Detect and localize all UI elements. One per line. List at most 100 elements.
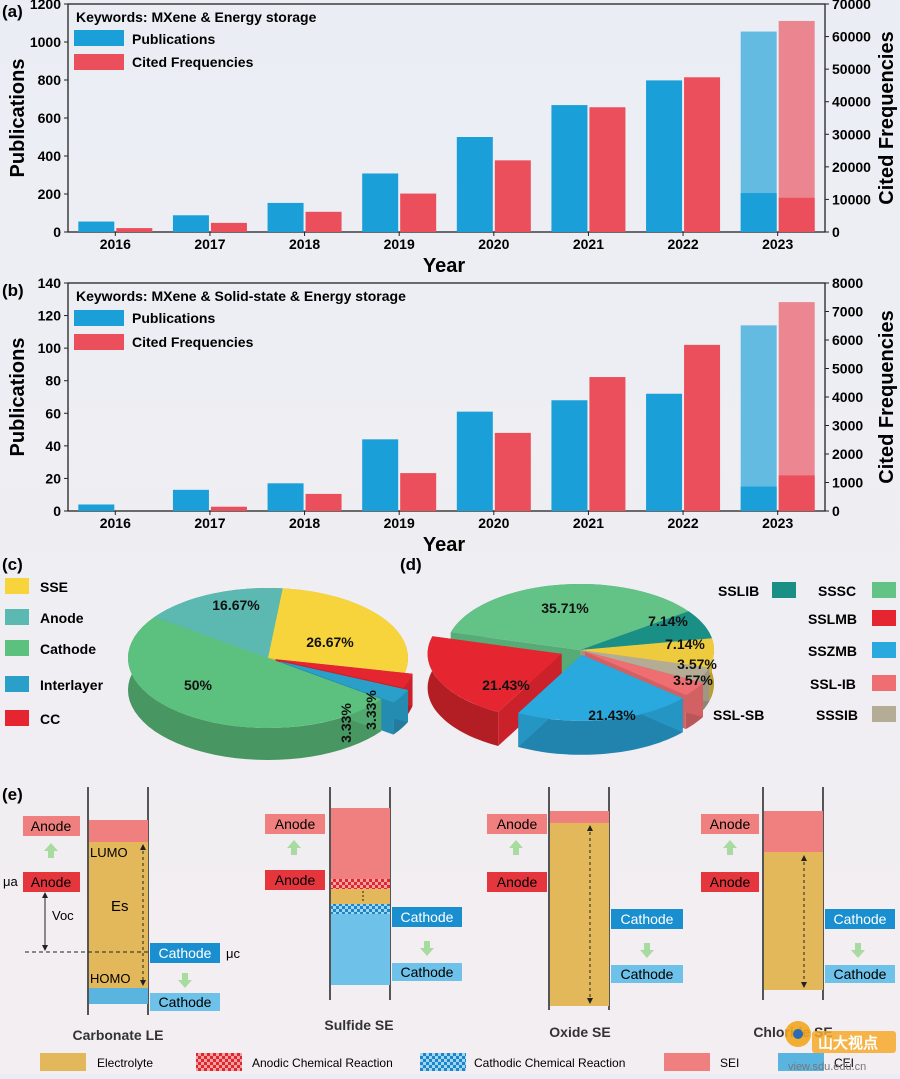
svg-text:Electrolyte: Electrolyte (97, 1056, 153, 1070)
legend-ssl-ib: SSL-IB (810, 675, 896, 692)
svg-text:SSLIB: SSLIB (718, 583, 759, 599)
panel-b-y2label: Cited Frequencies (876, 310, 898, 483)
pie-c-slices: 26.67% 3.33% 3.33% 50% 16.67% (128, 588, 413, 760)
xtick-2017: 2017 (194, 515, 225, 531)
xtick-2022: 2022 (667, 515, 698, 531)
legend-sslib: SSLIB (718, 582, 796, 599)
xtick-2023: 2023 (762, 236, 793, 252)
mu-a-label: μa (3, 874, 18, 889)
arrow-up-icon (44, 843, 58, 858)
legend-sssib: SSSIB (816, 706, 896, 723)
pie-d-slices: 7.14% 7.14% 3.57%3.57% 21.43% 21.43% 35.71% (427, 584, 717, 755)
svg-text:Anode: Anode (40, 610, 84, 626)
bar-publications-2021 (551, 105, 588, 232)
bar-cited-2020 (494, 160, 531, 232)
anode-top-label: Anode (31, 818, 72, 834)
bar-cited-2020 (494, 432, 531, 511)
y2tick-8000: 8000 (832, 275, 863, 291)
svg-text:Cathode: Cathode (401, 964, 454, 980)
bar-publications-2023-partial (740, 193, 777, 232)
svg-text:Anodic Chemical Reaction: Anodic Chemical Reaction (252, 1056, 393, 1070)
pie-label-SSLMB: 21.43% (482, 677, 530, 693)
svg-text:Anode: Anode (497, 816, 538, 832)
bar-publications-2020 (456, 411, 493, 511)
bar-publications-2017 (172, 215, 209, 232)
svg-text:Anode: Anode (497, 874, 538, 890)
bar-publications-2023 (740, 325, 777, 511)
panel-b-ylabel: Publications (7, 338, 29, 457)
title-sulfide-se: Sulfide SE (324, 1017, 393, 1033)
title-oxide-se: Oxide SE (549, 1024, 610, 1040)
legend-cathode: Cathode (5, 640, 96, 657)
panel-a-y2label: Cited Frequencies (876, 31, 898, 204)
svg-text:Interlayer: Interlayer (40, 677, 104, 693)
pie-side-SSZMB (518, 698, 683, 755)
legend-cited-label: Cited Frequencies (132, 54, 254, 70)
mu-c-label: μc (226, 946, 240, 961)
bar-publications-2018 (267, 202, 304, 232)
pie-slice-SSLIB (580, 611, 712, 650)
ytick-140: 140 (38, 275, 62, 291)
svg-text:view.sdu.edu.cn: view.sdu.edu.cn (788, 1061, 866, 1073)
arrow-down-icon (640, 943, 654, 958)
pie-label-SSSIB: 7.14% (665, 636, 705, 652)
panel-b-ticks: 2016 2017 2018 2019 2020 2021 2022 2023 0 20 40 60 8… (38, 275, 864, 531)
diagram-chloride-se: Anode Anode Cathode Cathode Chloride SE (701, 787, 895, 1040)
xtick-2021: 2021 (573, 236, 604, 252)
legend-sslmb: SSLMB (808, 610, 896, 627)
svg-text:SSLMB: SSLMB (808, 611, 857, 627)
bar-cited-2018 (305, 211, 342, 232)
ytick-600: 600 (38, 110, 62, 126)
xtick-2021: 2021 (573, 515, 604, 531)
bar-publications-2022 (646, 80, 683, 232)
bar-publications-2023-partial (740, 486, 777, 511)
svg-text:SSSIB: SSSIB (816, 707, 858, 723)
legend-ssl-sb: SSL-SB (713, 707, 764, 723)
watermark: 山大视点 view.sdu.edu.cn (785, 1021, 896, 1073)
bar-publications-2017 (172, 489, 209, 511)
y2tick-5000: 5000 (832, 361, 863, 377)
bar-publications-2020 (456, 137, 493, 232)
pie-slice-Anode (154, 588, 283, 658)
panel-e-legend: Electrolyte Anodic Chemical Reaction Cat… (40, 1053, 854, 1071)
svg-text:SSSC: SSSC (818, 583, 856, 599)
bar-publications-2018 (267, 483, 304, 511)
legend-cited-label-b: Cited Frequencies (132, 334, 254, 350)
panel-a-ticks: 2016 2017 2018 2019 2020 2021 2022 2023 0 200 400 6… (30, 0, 871, 252)
panel-d-label: (d) (400, 555, 422, 574)
legend-publications-swatch-b (74, 310, 124, 326)
bar-cited-2017 (210, 506, 247, 511)
xtick-2016: 2016 (100, 515, 131, 531)
y2tick-40000: 40000 (832, 94, 871, 110)
pie-slice-SSL-IB (584, 651, 703, 696)
svg-text:Cathode: Cathode (621, 911, 674, 927)
bar-publications-2019 (362, 439, 399, 511)
pie-slice-Interlayer (280, 661, 409, 703)
ytick-1200: 1200 (30, 0, 61, 12)
y2tick-20000: 20000 (832, 159, 871, 175)
pie-slice-SSL-SB (580, 650, 710, 682)
anode-label: Anode (31, 874, 72, 890)
ytick-0: 0 (53, 224, 61, 240)
xtick-2018: 2018 (289, 236, 320, 252)
panel-a-bars (78, 20, 815, 233)
svg-text:CEI: CEI (834, 1056, 854, 1070)
ytick-120: 120 (38, 308, 62, 324)
panel-b-label: (b) (2, 281, 24, 300)
pie-label-SSL-SB: 3.57% (677, 656, 717, 672)
y2tick-2000: 2000 (832, 446, 863, 462)
bar-publications-2022 (646, 393, 683, 511)
diagram-carbonate-le: LUMO Es HOMO Anode Anode μa Voc Cathode … (3, 787, 240, 1043)
legend-publications-label-b: Publications (132, 310, 215, 326)
bar-publications-2021 (551, 400, 588, 511)
xtick-2019: 2019 (384, 515, 415, 531)
svg-text:SSZMB: SSZMB (808, 643, 857, 659)
y2tick-10000: 10000 (832, 191, 871, 207)
bar-cited-2018 (305, 493, 342, 511)
y2tick-0: 0 (832, 224, 840, 240)
ytick-1000: 1000 (30, 34, 61, 50)
pie-side-SSLMB (427, 636, 499, 746)
xtick-2020: 2020 (478, 236, 509, 252)
legend-publications-label: Publications (132, 31, 215, 47)
pie-slice-SSZMB (518, 654, 683, 721)
